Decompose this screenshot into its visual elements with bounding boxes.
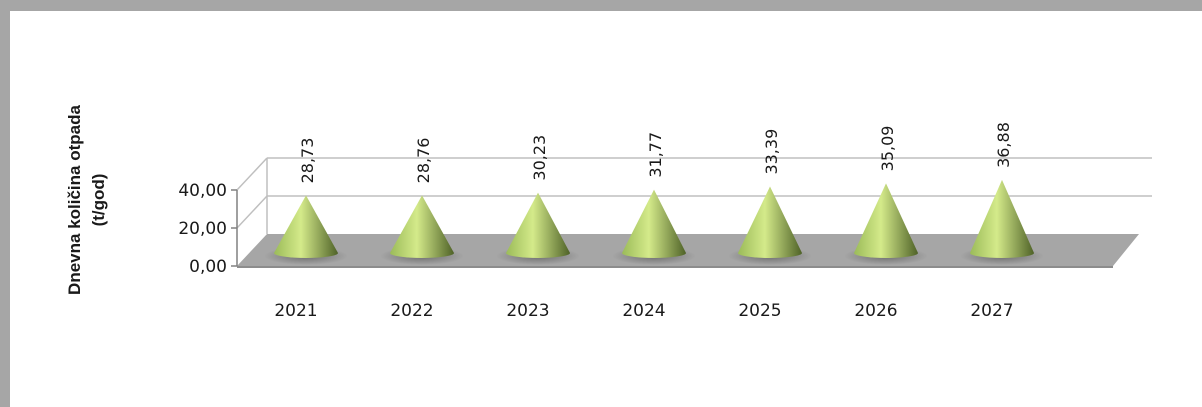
x-category-label: 2023 (506, 301, 549, 321)
cone-bar (622, 189, 686, 258)
y-tick-label: 0,00 (189, 257, 227, 277)
x-category-label: 2025 (738, 301, 781, 321)
x-category-label: 2024 (622, 301, 665, 321)
data-label: 36,88 (994, 122, 1013, 168)
gridline-side (236, 195, 268, 229)
x-category-label: 2022 (390, 301, 433, 321)
data-label: 28,73 (298, 138, 317, 184)
data-label: 28,76 (414, 138, 433, 184)
gridline-side (236, 157, 268, 191)
data-label: 30,23 (530, 135, 549, 181)
cone-bar (274, 195, 338, 258)
data-label: 31,77 (646, 132, 665, 178)
cone-bar (390, 195, 454, 258)
x-category-label: 2021 (274, 301, 317, 321)
cone-bar (970, 179, 1034, 258)
cone-bar (506, 192, 570, 258)
y-tick-label: 20,00 (178, 219, 227, 239)
y-axis-title-line2: (t/god) (89, 174, 108, 227)
cone-bar (854, 183, 918, 258)
x-category-label: 2026 (854, 301, 897, 321)
y-tick-label: 40,00 (178, 181, 227, 201)
chart-floor-edge (237, 266, 1113, 268)
x-category-label: 2027 (970, 301, 1013, 321)
y-axis-title-line1: Dnevna količina otpada (65, 105, 84, 295)
cone-bar (738, 186, 802, 258)
data-label: 35,09 (878, 126, 897, 172)
data-label: 33,39 (762, 129, 781, 175)
